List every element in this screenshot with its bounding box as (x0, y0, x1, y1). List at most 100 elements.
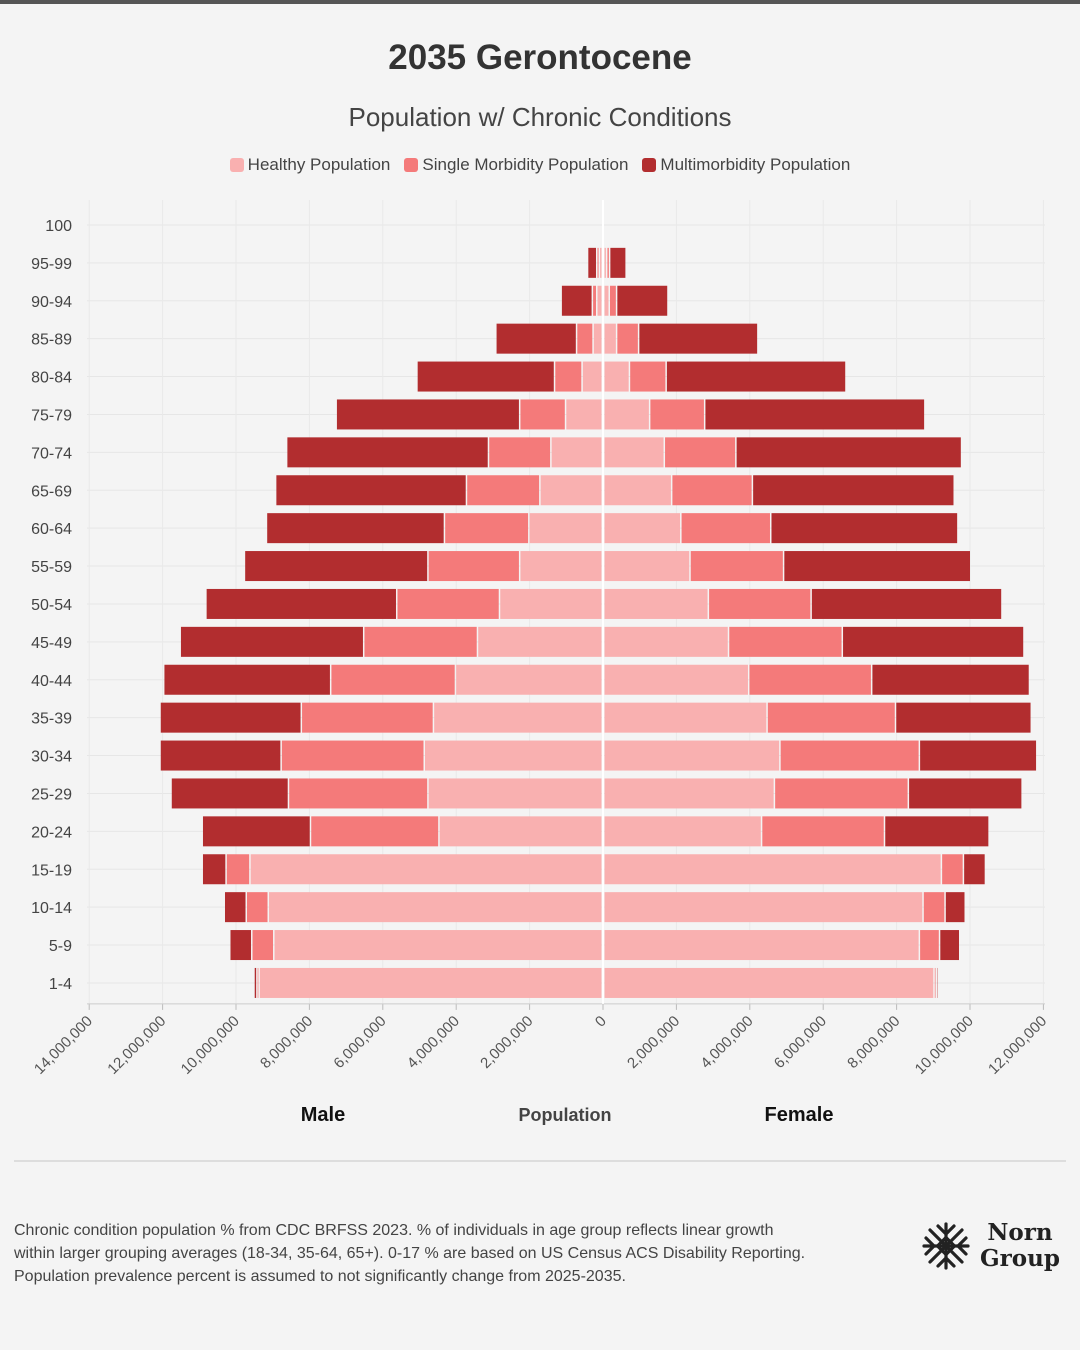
bar-male-single-15-19 (226, 854, 250, 885)
bar-male-single-85-89 (577, 323, 593, 354)
bar-female-multi-65-69 (753, 475, 954, 506)
bar-female-healthy-70-74 (604, 437, 664, 468)
bar-male-multi-15-19 (202, 854, 226, 885)
logo-line-1: Norn (987, 1219, 1053, 1246)
bar-female-healthy-20-24 (604, 816, 761, 847)
bar-female-single-70-74 (665, 437, 736, 468)
footer-divider (14, 1160, 1066, 1162)
bar-female-multi-40-44 (872, 664, 1029, 695)
bar-male-single-60-64 (445, 513, 529, 544)
age-label-40-44: 40-44 (31, 673, 72, 690)
legend-swatch-single (404, 158, 419, 172)
x-tick-label: 10,000,000 (178, 1013, 243, 1078)
age-label-50-54: 50-54 (31, 597, 72, 614)
age-label-90-94: 90-94 (31, 294, 72, 311)
bar-female-healthy-95-99 (604, 247, 606, 278)
x-tick-label: 8,000,000 (257, 1013, 316, 1072)
bar-male-single-45-49 (364, 626, 477, 657)
x-tick-label: 8,000,000 (844, 1013, 903, 1072)
bar-male-multi-55-59 (245, 551, 428, 582)
bar-female-single-50-54 (709, 588, 811, 619)
bar-male-multi-10-14 (224, 892, 246, 923)
bar-female-single-85-89 (617, 323, 638, 354)
male-label: Male (300, 1104, 346, 1126)
bar-female-healthy-75-79 (604, 399, 649, 430)
legend: Healthy Population Single Morbidity Popu… (0, 155, 1080, 175)
bar-male-single-55-59 (428, 551, 519, 582)
bar-female-healthy-60-64 (604, 513, 681, 544)
bar-male-healthy-15-19 (250, 854, 602, 885)
population-pyramid-chart: 14,000,000 12,000,000 10,000,000 8,000,000 6… (31, 200, 1050, 1078)
bar-female-multi-60-64 (771, 513, 958, 544)
bar-female-multi-20-24 (885, 816, 989, 847)
logo-line-2: Group (980, 1245, 1060, 1272)
bar-female-single-10-14 (923, 892, 945, 923)
bar-female-single-15-19 (942, 854, 963, 885)
bar-female-multi-5-9 (940, 930, 959, 961)
age-label-65-69: 65-69 (31, 483, 72, 500)
legend-swatch-healthy (229, 158, 244, 172)
bar-male-multi-50-54 (206, 588, 396, 619)
x-tick-label: 0 (592, 1013, 610, 1031)
bar-female-healthy-30-34 (604, 740, 780, 771)
legend-item-multi[interactable]: Multimorbidity Population (642, 155, 850, 175)
age-label-1-4: 1-4 (49, 976, 72, 993)
bar-female-multi-85-89 (639, 323, 758, 354)
bar-male-multi-60-64 (267, 513, 444, 544)
bar-female-multi-55-59 (784, 551, 970, 582)
bar-male-single-50-54 (397, 588, 499, 619)
bar-female-multi-25-29 (909, 778, 1022, 809)
bar-female-multi-95-99 (610, 247, 626, 278)
x-tick-label: 14,000,000 (31, 1013, 96, 1078)
bar-female-single-40-44 (749, 664, 871, 695)
bar-female-healthy-50-54 (604, 588, 708, 619)
x-tick-label: 6,000,000 (330, 1013, 389, 1072)
x-tick-label: 4,000,000 (697, 1013, 756, 1072)
bar-female-healthy-25-29 (604, 778, 774, 809)
bar-male-multi-70-74 (287, 437, 488, 468)
bar-female-single-5-9 (920, 930, 939, 961)
bar-female-multi-90-94 (617, 285, 668, 316)
legend-label-multi: Multimorbidity Population (660, 155, 851, 174)
bar-male-healthy-1-4 (259, 967, 602, 998)
bar-male-single-90-94 (593, 285, 596, 316)
bar-male-single-30-34 (281, 740, 424, 771)
bar-male-multi-80-84 (417, 361, 554, 392)
legend-item-single[interactable]: Single Morbidity Population (404, 155, 628, 175)
bar-female-healthy-35-39 (604, 702, 767, 733)
bar-male-multi-45-49 (180, 626, 363, 657)
bar-female-healthy-55-59 (604, 551, 690, 582)
bar-male-single-10-14 (247, 892, 268, 923)
age-label-5-9: 5-9 (49, 938, 72, 955)
bar-female-healthy-80-84 (604, 361, 629, 392)
bar-female-healthy-5-9 (604, 930, 919, 961)
bar-female-multi-75-79 (705, 399, 925, 430)
age-label-15-19: 15-19 (31, 862, 72, 879)
bar-male-multi-35-39 (160, 702, 301, 733)
bar-female-single-65-69 (672, 475, 752, 506)
norn-group-logo[interactable]: Norn Group (918, 1218, 1060, 1274)
legend-label-single: Single Morbidity Population (422, 155, 629, 174)
bar-female-single-20-24 (762, 816, 884, 847)
bar-male-multi-65-69 (276, 475, 466, 506)
bar-female-healthy-1-4 (604, 967, 934, 998)
bar-male-healthy-75-79 (566, 399, 602, 430)
bar-male-single-1-4 (257, 967, 259, 998)
age-label-70-74: 70-74 (31, 445, 72, 462)
bar-female-multi-70-74 (736, 437, 961, 468)
age-label-20-24: 20-24 (31, 824, 72, 841)
x-tick-label: 12,000,000 (104, 1013, 169, 1078)
x-tick-label: 6,000,000 (771, 1013, 830, 1072)
bar-female-single-1-4 (934, 967, 936, 998)
bar-male-single-25-29 (289, 778, 428, 809)
bar-female-multi-35-39 (896, 702, 1031, 733)
bar-male-single-40-44 (331, 664, 455, 695)
chart-title: 2035 Gerontocene (388, 38, 692, 77)
legend-item-healthy[interactable]: Healthy Population (229, 155, 390, 175)
bar-male-single-20-24 (311, 816, 439, 847)
bar-female-multi-15-19 (964, 854, 985, 885)
bar-male-single-5-9 (252, 930, 274, 961)
bar-female-single-35-39 (767, 702, 895, 733)
female-label: Female (764, 1104, 834, 1126)
age-label-25-29: 25-29 (31, 786, 72, 803)
